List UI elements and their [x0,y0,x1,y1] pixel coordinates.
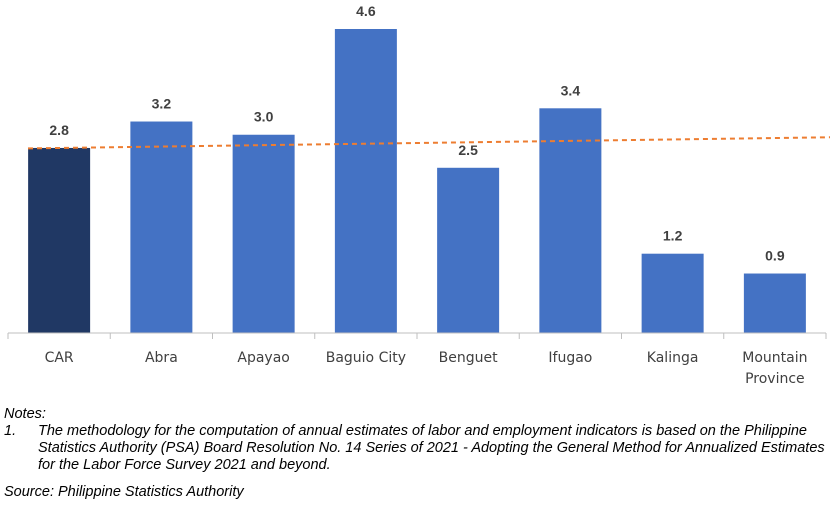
category-label: Apayao [237,350,289,366]
bar-apayao [232,134,295,333]
notes-heading: Notes: [4,406,46,422]
category-label: Abra [145,350,178,366]
notes-section: Notes: 1. The methodology for the comput… [4,406,830,516]
bar-baguio-city [334,29,397,333]
value-label: 1.2 [663,228,683,244]
x-axis [7,332,827,339]
note-number: 1. [4,423,17,439]
category-label: CAR [45,350,74,366]
trendline [27,136,831,150]
value-labels: 2.8 3.2 3.0 4.6 2.5 3.4 1.2 0.9 [49,3,784,264]
value-label: 4.6 [356,3,376,19]
bar-benguet [437,167,500,333]
source-note: Source: Philippine Statistics Authority [4,484,244,500]
bar-car [28,147,91,333]
category-label: Ifugao [548,350,592,366]
category-label: Kalinga [647,350,699,366]
value-label: 3.4 [561,82,581,98]
value-label: 0.9 [765,248,785,264]
note-item: 1. The methodology for the computation o… [4,423,830,474]
bar-chart: 2.8 3.2 3.0 4.6 2.5 3.4 1.2 0.9 CAR Abra Apayao Ba… [7,3,831,387]
bar-abra [130,121,193,334]
value-label: 3.0 [254,109,274,125]
value-label: 3.2 [152,96,172,112]
bar-kalinga [641,253,704,333]
category-label: Benguet [439,350,498,366]
category-label: Mountain Province [742,350,807,387]
category-labels: CAR Abra Apayao Baguio City Benguet Ifugao Kal… [45,350,808,387]
category-label: Baguio City [326,350,406,366]
note-text: The methodology for the computation of a… [38,423,825,473]
value-label: 2.5 [458,142,478,158]
value-label: 2.8 [49,122,69,138]
bar-ifugao [539,108,602,333]
bars [28,29,806,334]
bar-mountain-province [743,273,806,333]
